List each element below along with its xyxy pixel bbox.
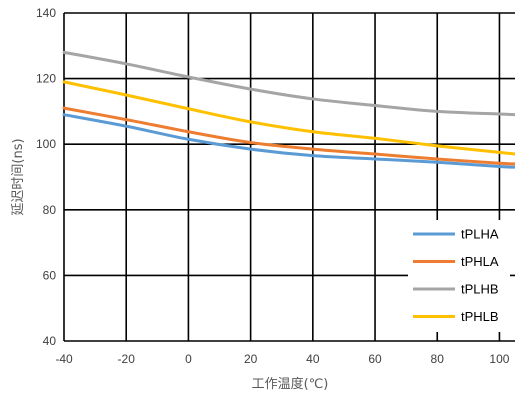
y-tick-label: 80	[43, 203, 57, 217]
series-line-tphla	[62, 106, 515, 166]
series-line-tplhb	[62, 50, 515, 117]
series-line-tphlb	[62, 80, 515, 156]
x-tick-label: 80	[431, 352, 445, 366]
y-tick-label: 120	[36, 72, 56, 86]
x-tick-label: 60	[368, 352, 382, 366]
legend-background	[408, 220, 510, 332]
y-tick-label: 40	[43, 334, 57, 348]
y-tick-label: 140	[36, 6, 56, 20]
grid	[63, 12, 515, 342]
legend-label-tphla: tPHLA	[461, 254, 499, 269]
legend-label-tplhb: tPLHB	[461, 282, 499, 297]
x-tick-label: 0	[185, 352, 192, 366]
series-lines	[62, 50, 515, 169]
x-tick-label: 40	[306, 352, 320, 366]
x-axis-label: 工作温度(℃)	[252, 376, 329, 392]
legend-label-tplha: tPLHA	[461, 227, 499, 242]
y-tick-label: 100	[36, 137, 56, 151]
x-tick-label: -20	[118, 352, 136, 366]
x-tick-label: 20	[244, 352, 258, 366]
series-line-tplha	[62, 113, 515, 169]
legend-label-tphlb: tPHLB	[461, 309, 499, 324]
legend: tPLHA tPHLA tPLHB tPHLB	[413, 227, 499, 324]
x-tick-label: -40	[55, 352, 73, 366]
x-tick-label: 100	[489, 352, 509, 366]
y-tick-label: 60	[43, 268, 57, 282]
x-tick-labels: -40 -20 0 20 40 60 80 100	[55, 352, 509, 366]
y-axis-label: 延迟时间(ns)	[11, 138, 26, 215]
y-tick-labels: 40 60 80 100 120 140	[36, 6, 56, 348]
